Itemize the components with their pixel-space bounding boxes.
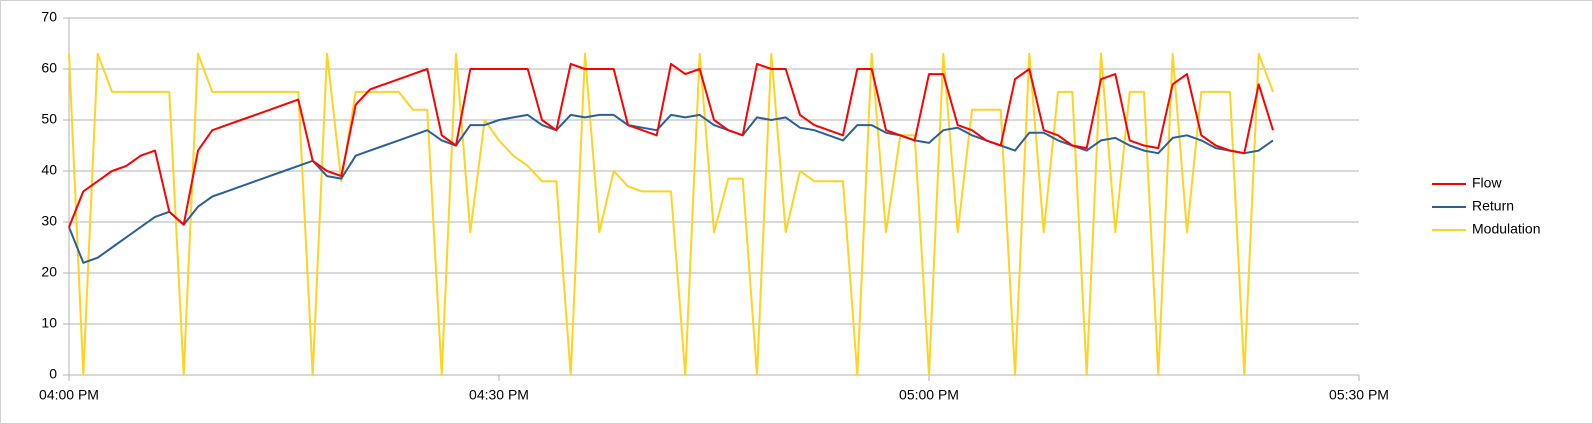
legend-label: Return [1472,198,1514,214]
legend-label: Flow [1472,175,1502,191]
x-tick-label: 04:00 PM [39,387,99,403]
y-tick-label: 10 [41,315,57,331]
y-tick-label: 40 [41,162,57,178]
y-tick-label: 50 [41,111,57,127]
y-tick-label: 0 [49,366,57,382]
y-tick-label: 70 [41,9,57,25]
y-tick-label: 60 [41,60,57,76]
legend-label: Modulation [1472,221,1541,237]
x-tick-label: 05:00 PM [899,387,959,403]
series-line [68,62,1274,228]
series-line [68,52,1274,376]
y-tick-label: 20 [41,264,57,280]
x-tick-label: 04:30 PM [469,387,529,403]
x-tick-label: 05:30 PM [1329,387,1389,403]
y-tick-label: 30 [41,213,57,229]
